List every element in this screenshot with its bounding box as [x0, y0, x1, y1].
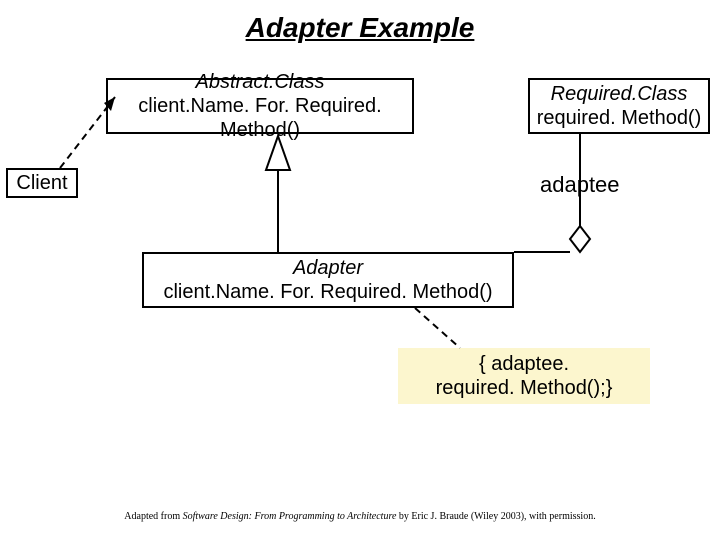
implementation-note: { adaptee. required. Method();}	[398, 348, 650, 404]
client-name: Client	[16, 171, 67, 195]
note-line2: required. Method();}	[436, 376, 613, 400]
footer-prefix: Adapted from	[124, 511, 182, 522]
client-box: Client	[6, 168, 78, 198]
required-class-method: required. Method()	[537, 106, 702, 130]
adapter-box: Adapter client.Name. For. Required. Meth…	[142, 252, 514, 308]
required-class-box: Required.Class required. Method()	[528, 78, 710, 134]
adapter-method: client.Name. For. Required. Method()	[163, 280, 492, 304]
adapter-class-name: Adapter	[293, 256, 363, 280]
note-line1: { adaptee.	[479, 352, 569, 376]
abstract-class-method: client.Name. For. Required. Method()	[108, 94, 412, 142]
abstract-class-box: Abstract.Class client.Name. For. Require…	[106, 78, 414, 134]
adaptee-label: adaptee	[540, 172, 620, 198]
diagram-title: Adapter Example	[0, 12, 720, 44]
footer-book: Software Design: From Programming to Arc…	[183, 511, 397, 522]
footer-suffix: by Eric J. Braude (Wiley 2003), with per…	[396, 511, 595, 522]
footer-attribution: Adapted from Software Design: From Progr…	[0, 511, 720, 522]
abstract-class-name: Abstract.Class	[196, 70, 325, 94]
required-class-name: Required.Class	[551, 82, 688, 106]
